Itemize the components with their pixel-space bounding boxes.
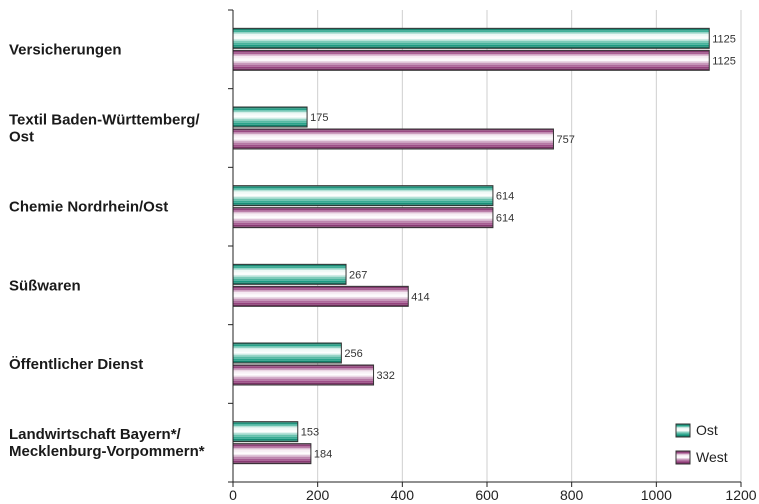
legend-swatch-west (675, 450, 691, 465)
value-label-ost-1: 175 (310, 112, 328, 124)
bar-texture (233, 107, 308, 127)
x-tick-label-200: 200 (306, 487, 330, 503)
x-tick-label-1200: 1200 (725, 487, 756, 503)
x-tick-label-400: 400 (391, 487, 415, 503)
gridlines (317, 10, 742, 482)
value-label-ost-2: 614 (496, 191, 514, 203)
category-label-5: Landwirtschaft Bayern*/ (9, 426, 182, 443)
legend-swatch-ost (675, 423, 691, 438)
bar-texture (233, 50, 710, 71)
value-label-ost-3: 267 (349, 269, 367, 281)
category-label-1: Ost (9, 129, 34, 146)
x-tick-label-600: 600 (475, 487, 499, 503)
bar-texture (233, 207, 493, 228)
bar-texture (233, 264, 347, 285)
value-label-west-5: 184 (314, 449, 332, 461)
bar-texture (233, 286, 409, 307)
category-label-3: Süßwaren (9, 277, 81, 294)
category-label-5: Mecklenburg-Vorpommern* (9, 443, 205, 460)
axes: 0 200 400 600 800 1000 1200 (228, 9, 757, 503)
legend: Ost West (675, 422, 728, 465)
legend-label-ost: Ost (696, 422, 718, 438)
legend-label-west: West (696, 449, 728, 465)
category-label-2: Chemie Nordrhein/Ost (9, 199, 168, 216)
value-label-west-2: 614 (496, 213, 514, 225)
bar-texture (233, 129, 554, 149)
bar-texture (233, 365, 374, 385)
bar-texture (233, 421, 298, 442)
bar-texture (233, 185, 493, 206)
bar-texture (233, 443, 311, 464)
x-tick-label-1000: 1000 (641, 487, 672, 503)
value-label-west-4: 332 (377, 370, 395, 382)
x-tick-label-0: 0 (229, 487, 237, 503)
labels: 1125 1125 Versicherungen 175 757 Textil Baden… (9, 33, 736, 460)
value-label-ost-4: 256 (344, 348, 362, 360)
bar-texture (233, 28, 710, 49)
value-label-west-1: 757 (556, 134, 574, 146)
x-tick-label-800: 800 (560, 487, 584, 503)
value-label-west-0: 1125 (712, 55, 736, 67)
bar-texture (233, 343, 342, 363)
category-label-4: Öffentlicher Dienst (9, 356, 143, 373)
category-label-0: Versicherungen (9, 41, 122, 58)
category-label-1: Textil Baden-Württemberg/ (9, 112, 200, 129)
value-label-west-3: 414 (411, 291, 429, 303)
bars (232, 27, 710, 465)
value-label-ost-5: 153 (301, 427, 319, 439)
value-label-ost-0: 1125 (712, 33, 736, 45)
